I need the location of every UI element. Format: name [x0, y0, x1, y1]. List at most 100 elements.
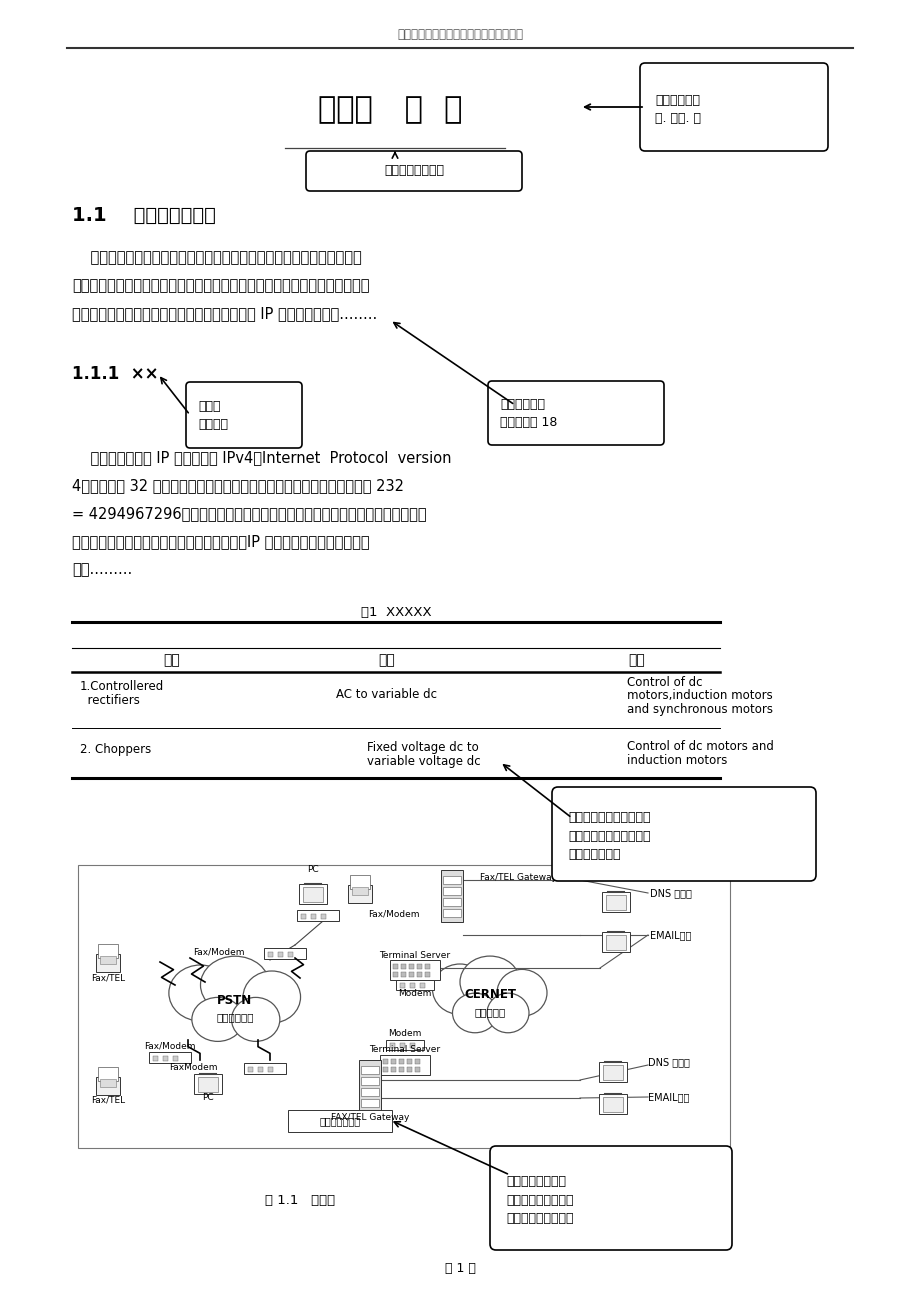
FancyBboxPatch shape [358, 1060, 380, 1112]
FancyBboxPatch shape [301, 914, 306, 919]
FancyBboxPatch shape [406, 1068, 412, 1072]
Text: 功能: 功能 [379, 654, 395, 667]
Text: Control of dc motors and: Control of dc motors and [627, 741, 773, 754]
Text: PC: PC [202, 1094, 213, 1103]
FancyBboxPatch shape [382, 1068, 388, 1072]
FancyBboxPatch shape [440, 870, 462, 922]
FancyBboxPatch shape [198, 1077, 218, 1092]
FancyBboxPatch shape [390, 1043, 394, 1048]
FancyBboxPatch shape [399, 1068, 403, 1072]
FancyBboxPatch shape [606, 894, 625, 910]
Text: 三级标
题，黑体: 三级标 题，黑体 [198, 400, 228, 431]
Text: 类型: 类型 [164, 654, 180, 667]
Text: 1.1    研究动机与目的: 1.1 研究动机与目的 [72, 206, 216, 224]
FancyBboxPatch shape [392, 963, 398, 969]
FancyBboxPatch shape [409, 963, 414, 969]
Ellipse shape [232, 997, 279, 1042]
Text: Fax/TEL: Fax/TEL [91, 1095, 125, 1104]
Text: Fixed voltage dc to: Fixed voltage dc to [367, 741, 478, 754]
FancyBboxPatch shape [360, 1077, 379, 1085]
FancyBboxPatch shape [360, 1066, 379, 1074]
FancyBboxPatch shape [98, 1068, 118, 1081]
Text: 题。.........: 题。......... [72, 562, 132, 578]
FancyBboxPatch shape [414, 1059, 420, 1064]
FancyBboxPatch shape [425, 973, 429, 976]
FancyBboxPatch shape [490, 1146, 732, 1250]
Text: 1.1.1  ××: 1.1.1 ×× [72, 365, 158, 383]
FancyBboxPatch shape [601, 892, 630, 911]
Ellipse shape [432, 963, 487, 1014]
FancyBboxPatch shape [194, 1074, 221, 1094]
FancyBboxPatch shape [598, 1094, 627, 1115]
FancyBboxPatch shape [443, 876, 460, 884]
FancyBboxPatch shape [410, 983, 414, 988]
Ellipse shape [496, 970, 547, 1016]
FancyBboxPatch shape [288, 1111, 391, 1131]
Text: 浙江工业大学自学考试毕业设计（论文）: 浙江工业大学自学考试毕业设计（论文） [397, 27, 522, 40]
Text: Terminal Server: Terminal Server [369, 1046, 440, 1055]
Text: 内容如：近年来由于信息技术的日新月异，以及随着计算机与网络的日: 内容如：近年来由于信息技术的日新月异，以及随着计算机与网络的日 [72, 250, 361, 266]
FancyBboxPatch shape [551, 786, 815, 881]
FancyBboxPatch shape [264, 948, 306, 960]
FancyBboxPatch shape [100, 1079, 116, 1087]
Text: EMAIL主机: EMAIL主机 [647, 1092, 688, 1101]
Text: DNS 服务器: DNS 服务器 [650, 888, 691, 898]
FancyBboxPatch shape [395, 980, 434, 990]
FancyBboxPatch shape [297, 910, 338, 921]
FancyBboxPatch shape [163, 1056, 168, 1061]
FancyBboxPatch shape [278, 952, 283, 957]
Text: 益普及，网络这个词似乎已经成为日常生活中不可缺的一部份。也由于网络快: 益普及，网络这个词似乎已经成为日常生活中不可缺的一部份。也由于网络快 [72, 279, 369, 293]
Text: Fax/Modem: Fax/Modem [368, 910, 419, 918]
Text: Modem: Modem [398, 990, 431, 999]
Text: AC to variable dc: AC to variable dc [336, 687, 437, 700]
FancyBboxPatch shape [248, 1068, 253, 1072]
Text: 第一章   绪  论: 第一章 绪 论 [317, 95, 461, 125]
FancyBboxPatch shape [401, 973, 405, 976]
Ellipse shape [169, 965, 232, 1021]
FancyBboxPatch shape [400, 983, 404, 988]
FancyBboxPatch shape [267, 1068, 273, 1072]
FancyBboxPatch shape [311, 914, 315, 919]
FancyBboxPatch shape [382, 1059, 388, 1064]
FancyBboxPatch shape [443, 887, 460, 894]
Text: CERNET: CERNET [463, 988, 516, 1001]
Text: 2. Choppers: 2. Choppers [80, 742, 151, 755]
FancyBboxPatch shape [153, 1056, 158, 1061]
Text: variable voltage dc: variable voltage dc [367, 754, 480, 767]
FancyBboxPatch shape [601, 932, 630, 952]
FancyBboxPatch shape [302, 887, 323, 902]
Ellipse shape [452, 993, 497, 1032]
FancyBboxPatch shape [640, 62, 827, 151]
Ellipse shape [192, 997, 244, 1042]
Text: Fax/Modem: Fax/Modem [193, 948, 244, 957]
FancyBboxPatch shape [598, 1062, 627, 1082]
FancyBboxPatch shape [257, 1068, 263, 1072]
Text: DNS 服务器: DNS 服务器 [647, 1057, 689, 1068]
FancyBboxPatch shape [416, 973, 422, 976]
FancyBboxPatch shape [409, 973, 414, 976]
FancyBboxPatch shape [96, 1077, 119, 1095]
Text: 二级标题，黑体三: 二级标题，黑体三 [383, 164, 444, 177]
Text: Fax/TEL: Fax/TEL [91, 974, 125, 983]
FancyBboxPatch shape [352, 887, 368, 894]
FancyBboxPatch shape [391, 1059, 395, 1064]
Text: Modem: Modem [388, 1030, 421, 1039]
Text: motors,induction motors: motors,induction motors [627, 690, 772, 703]
Text: FaxModem: FaxModem [169, 1062, 218, 1072]
FancyBboxPatch shape [360, 1099, 379, 1107]
FancyBboxPatch shape [602, 1065, 622, 1079]
FancyBboxPatch shape [390, 960, 439, 980]
Text: 教育科研网: 教育科研网 [474, 1006, 505, 1017]
FancyBboxPatch shape [416, 963, 422, 969]
FancyBboxPatch shape [425, 963, 429, 969]
FancyBboxPatch shape [380, 1055, 429, 1075]
Text: Fax/Modem: Fax/Modem [144, 1042, 196, 1051]
FancyBboxPatch shape [321, 914, 325, 919]
FancyBboxPatch shape [299, 884, 326, 904]
FancyBboxPatch shape [98, 944, 118, 958]
Text: Control of dc: Control of dc [627, 676, 702, 689]
Text: 应用: 应用 [628, 654, 644, 667]
Text: induction motors: induction motors [627, 754, 727, 767]
FancyBboxPatch shape [401, 963, 405, 969]
Text: 4），长度为 32 位，也就是说在目前的网络结构中，能用的地址总数只有 232: 4），长度为 32 位，也就是说在目前的网络结构中，能用的地址总数只有 232 [72, 479, 403, 493]
